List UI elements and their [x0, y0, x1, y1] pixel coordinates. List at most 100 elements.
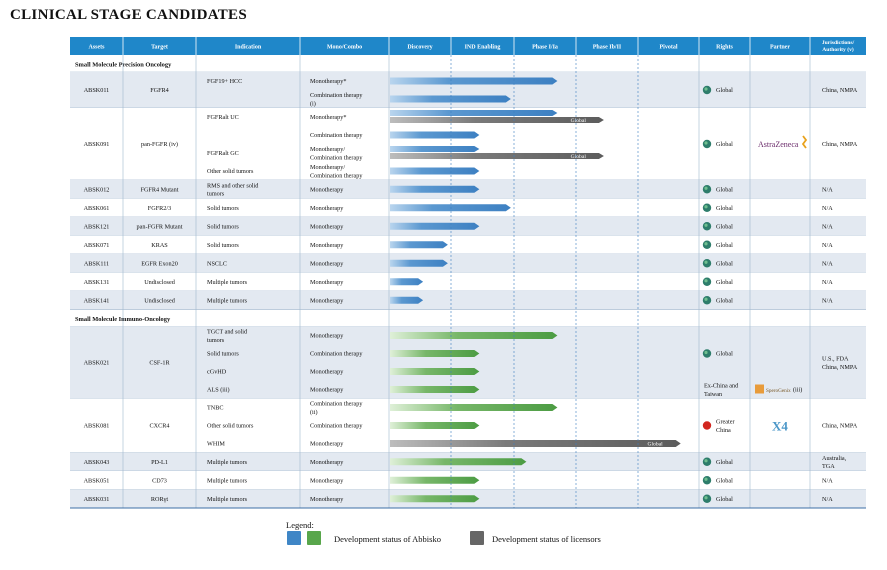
indication-label: Other solid tumors: [207, 423, 254, 430]
progress-bar: [390, 204, 511, 212]
mono-combo-label: Monotherapy: [310, 369, 344, 376]
indication-label: TGCT and solid tumors: [207, 329, 248, 344]
indication-label: RMS and other solid tumors: [207, 182, 259, 197]
jurisdiction-label: Australia, TGA: [822, 455, 847, 470]
mono-combo-label: Monotherapy/Combination therapy: [310, 164, 363, 179]
indication-label: cGvHD: [207, 369, 227, 376]
indication-label: FGFRalt UC: [207, 114, 239, 121]
header-cell: Target: [151, 45, 168, 51]
asset-target: KRAS: [151, 242, 168, 249]
progress-bar: [390, 350, 480, 357]
mono-combo-label: Combination therapy: [310, 132, 363, 139]
progress-bar: [390, 259, 448, 267]
globe-icon-land: [704, 205, 708, 209]
mono-combo-label: Monotherapy: [310, 186, 344, 193]
asset-row: [70, 291, 866, 310]
indication-label: ALS (iii): [207, 387, 230, 394]
indication-label: Multiple tumors: [207, 459, 248, 466]
astrazeneca-symbol: [801, 135, 808, 149]
progress-bar: [390, 368, 480, 375]
partner-note: (iii): [793, 387, 802, 394]
asset-target: EGFR Exon20: [141, 260, 178, 267]
header-cell: Partner: [770, 45, 790, 51]
jurisdiction-label: N/A: [822, 242, 833, 249]
asset-target: pan-FGFR (iv): [141, 141, 178, 148]
mono-combo-label: Monotherapy: [310, 441, 344, 448]
licensor-bar-label: Global: [571, 118, 587, 124]
progress-bar: [390, 296, 424, 304]
licensor-progress-bar: [390, 117, 604, 123]
rights-label: Global: [716, 205, 733, 212]
globe-icon-land: [704, 223, 708, 227]
mono-combo-label: Monotherapy: [310, 333, 344, 340]
progress-bar: [390, 185, 480, 193]
table-header: [70, 37, 866, 55]
section-title: Small Molecule Precision Oncology: [75, 62, 172, 69]
header-cell: Phase Ib/II: [593, 45, 622, 51]
asset-name: ABSK131: [84, 279, 110, 286]
licensor-progress-bar: [390, 153, 604, 159]
jurisdiction-label: N/A: [822, 279, 833, 286]
rights-label: Global: [716, 260, 733, 267]
mono-combo-label: Combination therapy: [310, 351, 363, 358]
legend-swatch-gray: [470, 531, 484, 545]
rights-extra-label: Ex-China and Taiwan: [704, 383, 739, 398]
header-cell: IND Enabling: [465, 45, 501, 51]
asset-target: FGFR4: [150, 87, 169, 94]
mono-combo-label: Monotherapy: [310, 459, 344, 466]
progress-bar: [390, 332, 558, 339]
asset-name: ABSK043: [84, 459, 110, 466]
partner-logo-text: SperoGenix: [766, 388, 791, 394]
indication-label: Multiple tumors: [207, 477, 248, 484]
china-map-icon: [702, 421, 712, 430]
legend-swatch-green: [307, 531, 321, 545]
globe-icon-land: [704, 477, 708, 481]
mono-combo-label: Monotherapy: [310, 477, 344, 484]
legend-licensor-label: Development status of licensors: [492, 534, 601, 544]
progress-bar: [390, 167, 480, 175]
progress-bar: [390, 146, 480, 152]
asset-target: Undisclosed: [144, 279, 175, 286]
rights-label: Global: [716, 279, 733, 286]
globe-icon-land: [704, 496, 708, 500]
indication-label: FGFRalt GC: [207, 150, 239, 157]
globe-icon-land: [704, 87, 708, 91]
progress-bar: [390, 95, 511, 103]
mono-combo-label: Monotherapy: [310, 242, 344, 249]
progress-bar: [390, 77, 558, 85]
progress-bar: [390, 458, 527, 466]
licensor-progress-bar: [390, 440, 681, 447]
rights-label: Global: [716, 186, 733, 193]
jurisdiction-label: China, NMPA: [822, 87, 858, 94]
asset-target: FGFR2/3: [148, 205, 171, 212]
asset-name: ABSK071: [84, 242, 110, 249]
mono-combo-label: Monotherapy*: [310, 114, 346, 121]
globe-icon-land: [704, 141, 708, 145]
progress-bar: [390, 222, 480, 230]
legend-abbisko-label: Development status of Abbisko: [334, 534, 441, 544]
mono-combo-label: Monotherapy: [310, 279, 344, 286]
globe-icon-land: [704, 186, 708, 190]
indication-label: TNBC: [207, 405, 224, 412]
progress-bar: [390, 422, 480, 429]
indication-label: Multiple tumors: [207, 297, 248, 304]
asset-name: ABSK051: [84, 477, 110, 484]
progress-bar: [390, 386, 480, 393]
globe-icon-land: [704, 350, 708, 355]
jurisdiction-label: U.S., FDA China, NMPA: [822, 356, 858, 371]
indication-label: WHIM: [207, 441, 225, 448]
progress-bar: [390, 131, 480, 139]
mono-combo-label: Combination therapy (ii): [310, 401, 363, 416]
asset-target: Undisclosed: [144, 297, 175, 304]
header-cell: Pivotal: [660, 45, 678, 51]
header-cell: Assets: [89, 45, 106, 51]
header-cell: Mono/Combo: [327, 45, 362, 51]
asset-name: ABSK141: [84, 297, 110, 304]
jurisdiction-label: N/A: [822, 496, 833, 503]
globe-icon-land: [704, 297, 708, 301]
mono-combo-label: Monotherapy: [310, 205, 344, 212]
progress-bar: [390, 110, 558, 116]
jurisdiction-label: N/A: [822, 186, 833, 193]
mono-combo-label: Monotherapy: [310, 223, 344, 230]
indication-label: Multiple tumors: [207, 496, 248, 503]
